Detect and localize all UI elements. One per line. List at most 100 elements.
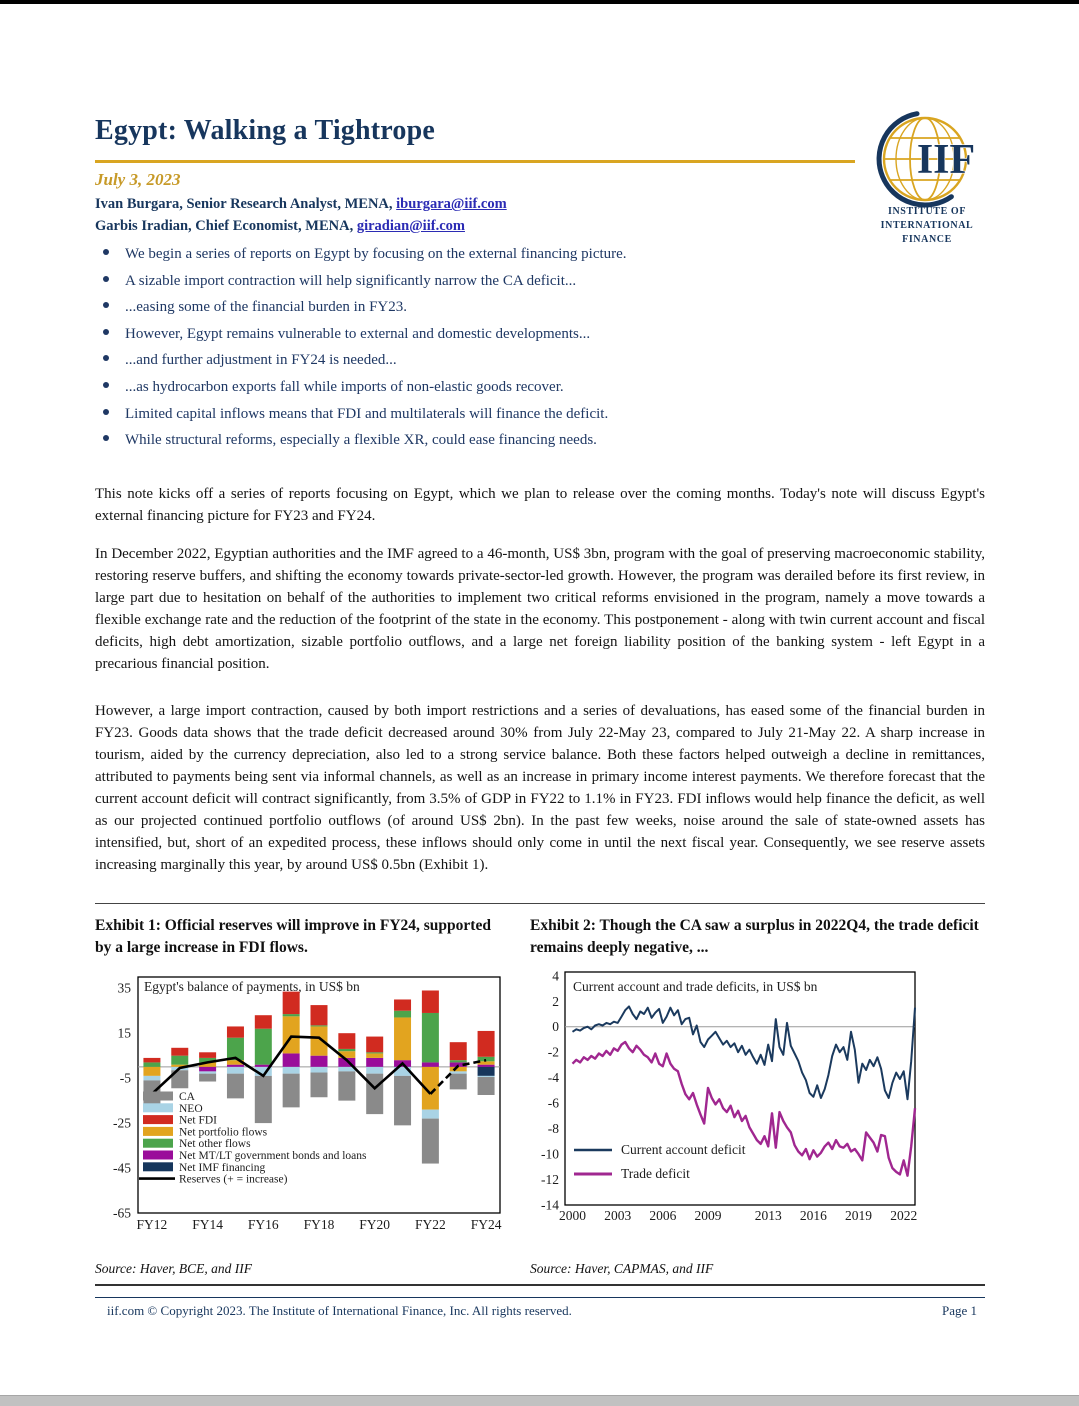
y-tick-label: -12 bbox=[541, 1172, 559, 1187]
x-tick-label: FY16 bbox=[248, 1217, 279, 1232]
series-line-1 bbox=[571, 1040, 917, 1177]
legend-swatch bbox=[143, 1115, 173, 1125]
bar-segment-portfolio bbox=[171, 1064, 189, 1067]
bullet-item: ...easing some of the financial burden i… bbox=[95, 299, 995, 326]
bar-segment-mtlt bbox=[366, 1057, 384, 1067]
bar-segment-other bbox=[226, 1037, 244, 1061]
series-line-0 bbox=[571, 1005, 916, 1101]
exhibit2-heading: Exhibit 2: Though the CA saw a surplus i… bbox=[530, 917, 979, 956]
bar-segment-neo bbox=[199, 1071, 217, 1074]
reserves-line-dashed bbox=[429, 1058, 487, 1095]
page-footer: iif.com © Copyright 2023. The Institute … bbox=[95, 1303, 977, 1319]
copyright-text: iif.com © Copyright 2023. The Institute … bbox=[107, 1303, 572, 1318]
body-paragraph: In December 2022, Egyptian authorities a… bbox=[95, 546, 985, 672]
author-line: Garbis Iradian, Chief Economist, MENA, g… bbox=[95, 218, 465, 235]
bar-segment-neo bbox=[338, 1066, 356, 1072]
bar-segment-ca bbox=[366, 1073, 384, 1115]
bar-segment-mtlt bbox=[421, 1062, 439, 1067]
y-tick-label: 15 bbox=[118, 1026, 132, 1041]
bar-segment-neo bbox=[366, 1066, 384, 1074]
chart-title: Current account and trade deficits, in U… bbox=[573, 979, 818, 994]
bar-segment-other bbox=[171, 1055, 189, 1065]
bullet-dot bbox=[103, 408, 109, 415]
legend-label: Net other flows bbox=[179, 1138, 251, 1150]
y-tick-label: -5 bbox=[120, 1071, 131, 1086]
bar-segment-imf bbox=[477, 1066, 495, 1076]
legend-label: Trade deficit bbox=[621, 1166, 690, 1181]
bullet-item: However, Egypt remains vulnerable to ext… bbox=[95, 326, 995, 353]
author-name: Garbis Iradian, Chief Economist, MENA, bbox=[95, 218, 357, 234]
bar-segment-ca bbox=[338, 1071, 356, 1101]
bar-segment-other bbox=[310, 1025, 328, 1027]
bullet-item: ...as hydrocarbon exports fall while imp… bbox=[95, 379, 995, 406]
bar-segment-fdi bbox=[394, 999, 412, 1011]
bar-segment-portfolio bbox=[226, 1060, 244, 1065]
bar-segment-fdi bbox=[421, 990, 439, 1013]
x-tick-label: FY12 bbox=[137, 1217, 168, 1232]
x-tick-label: 2013 bbox=[755, 1208, 782, 1223]
legend-swatch bbox=[143, 1138, 173, 1148]
bar-segment-neo bbox=[421, 1109, 439, 1119]
x-tick-label: 2022 bbox=[890, 1208, 917, 1223]
legend-swatch bbox=[143, 1126, 173, 1136]
bar-segment-mtlt bbox=[338, 1057, 356, 1067]
bullet-dot bbox=[103, 275, 109, 282]
bar-segment-fdi bbox=[449, 1042, 467, 1061]
author-email-link[interactable]: giradian@iif.com bbox=[356, 218, 465, 234]
bar-segment-portfolio bbox=[310, 1026, 328, 1056]
bar-segment-fdi bbox=[310, 1005, 328, 1026]
bullet-item: Limited capital inflows means that FDI a… bbox=[95, 406, 995, 433]
legend-label: Net FDI bbox=[179, 1115, 217, 1127]
x-tick-label: 2000 bbox=[559, 1208, 586, 1223]
exhibit1-heading: Exhibit 1: Official reserves will improv… bbox=[95, 917, 491, 956]
logo-org-line: International bbox=[881, 220, 974, 231]
bullet-dot bbox=[103, 381, 109, 388]
x-tick-label: FY14 bbox=[192, 1217, 223, 1232]
bullet-item: A sizable import contraction will help s… bbox=[95, 273, 995, 300]
bar-segment-portfolio bbox=[282, 1016, 300, 1054]
bar-segment-mtlt bbox=[282, 1053, 300, 1067]
bar-segment-fdi bbox=[226, 1026, 244, 1038]
bar-segment-ca bbox=[421, 1118, 439, 1164]
chart-title: Egypt's balance of payments, in US$ bn bbox=[144, 979, 360, 994]
balance-of-payments-bar-chart: 35 15 -5 -25 -45 -65 Egypt's balance of paymen… bbox=[113, 976, 502, 1232]
x-tick-label: 2009 bbox=[695, 1208, 722, 1223]
bar-segment-portfolio bbox=[394, 1017, 412, 1061]
exhibit2-source: Source: Haver, CAPMAS, and IIF bbox=[530, 1261, 714, 1276]
bullet-item: We begin a series of reports on Egypt by… bbox=[95, 246, 995, 273]
logo-arc bbox=[876, 111, 954, 208]
y-tick-label: 0 bbox=[552, 1019, 559, 1034]
bar-segment-mtlt bbox=[199, 1066, 217, 1072]
bar-segment-ca bbox=[477, 1077, 495, 1095]
y-tick-label: -6 bbox=[548, 1096, 559, 1111]
bullet-item: While structural reforms, especially a f… bbox=[95, 432, 995, 459]
globe-icon bbox=[876, 111, 968, 208]
body-paragraph: However, a large import contraction, cau… bbox=[95, 703, 985, 873]
bar-segment-neo bbox=[143, 1075, 161, 1081]
y-tick-label: 35 bbox=[118, 981, 132, 996]
chart-legend: Current account deficit Trade deficit bbox=[574, 1142, 746, 1181]
y-tick-label: -8 bbox=[548, 1121, 559, 1136]
bar-segment-fdi bbox=[199, 1052, 217, 1058]
bar-segment-portfolio bbox=[421, 1066, 439, 1110]
author-line: Ivan Burgara, Senior Research Analyst, M… bbox=[95, 196, 507, 213]
bullet-dot bbox=[103, 355, 109, 362]
author-email-link[interactable]: iburgara@iif.com bbox=[396, 196, 507, 212]
y-tick-label: -4 bbox=[548, 1070, 559, 1085]
bar-segment-mtlt bbox=[477, 1064, 495, 1067]
bar-segment-mtlt bbox=[226, 1064, 244, 1067]
page-title: Egypt: Walking a Tightrope bbox=[95, 115, 436, 146]
logo-org-line: Institute of bbox=[888, 206, 966, 217]
exhibits-separator-rule bbox=[95, 903, 985, 904]
bar-segment-fdi bbox=[477, 1030, 495, 1057]
x-tick-label: FY22 bbox=[415, 1217, 446, 1232]
x-tick-label: FY18 bbox=[304, 1217, 335, 1232]
bar-segment-ca bbox=[171, 1070, 189, 1089]
bar-segment-mtlt bbox=[254, 1064, 272, 1067]
bar-segment-other bbox=[282, 1014, 300, 1017]
y-tick-label: -10 bbox=[541, 1147, 559, 1162]
legend-label: NEO bbox=[179, 1103, 203, 1115]
bar-segment-neo bbox=[477, 1075, 495, 1078]
bar-segment-ca bbox=[394, 1075, 412, 1126]
bar-segment-other bbox=[449, 1060, 467, 1063]
